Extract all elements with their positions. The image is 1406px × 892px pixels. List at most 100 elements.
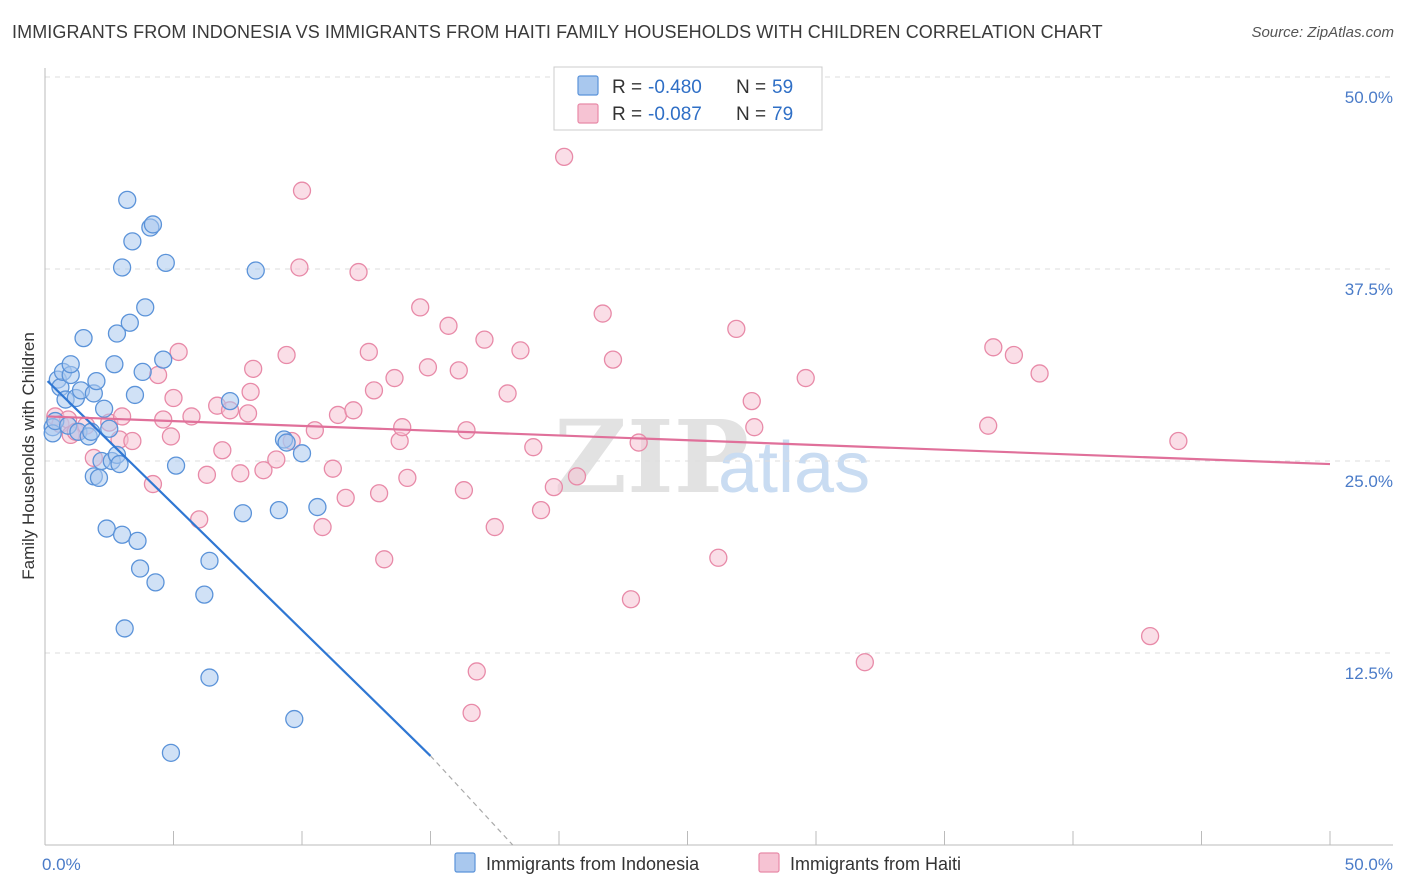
indonesia-point (97, 519, 116, 538)
haiti-point (164, 388, 183, 408)
indonesia-point (161, 743, 181, 762)
y-tick-label: 50.0% (1345, 88, 1393, 107)
haiti-point (979, 416, 998, 435)
haiti-point (344, 401, 363, 420)
haiti-point (1169, 431, 1188, 451)
haiti-point (531, 501, 551, 520)
indonesia-point (125, 385, 145, 405)
legend-n-value-indonesia: 59 (772, 77, 793, 98)
haiti-point (241, 382, 260, 402)
indonesia-point (100, 419, 119, 438)
indonesia-point (120, 313, 139, 332)
haiti-point (418, 358, 438, 377)
indonesia-point (166, 456, 186, 475)
indonesia-point (118, 190, 137, 210)
indonesia-point (112, 258, 132, 277)
haiti-point (449, 361, 468, 380)
haiti-point (375, 550, 394, 569)
haiti-point (454, 481, 474, 500)
haiti-point (385, 368, 404, 388)
indonesia-trend-extension (430, 755, 514, 846)
indonesia-point (87, 371, 106, 391)
haiti-point (313, 517, 332, 537)
indonesia-point (233, 504, 253, 523)
haiti-point (254, 461, 273, 480)
y-tick-label: 37.5% (1345, 280, 1393, 299)
trend-lines (46, 380, 1331, 846)
series-legend-label-haiti: Immigrants from Haiti (790, 854, 961, 874)
chart-title: IMMIGRANTS FROM INDONESIA VS IMMIGRANTS … (12, 22, 1103, 42)
indonesia-point (105, 355, 124, 374)
indonesia-point (94, 399, 114, 418)
axes (44, 68, 1393, 846)
haiti-point (277, 345, 296, 365)
haiti-point (603, 350, 623, 369)
indonesia-point (130, 559, 150, 578)
indonesia-trend-line (46, 380, 432, 757)
legend-n-label-haiti: N = (736, 104, 766, 125)
haiti-point (292, 181, 312, 200)
series-legend: Immigrants from Indonesia Immigrants fro… (454, 852, 961, 874)
indonesia-point (74, 328, 93, 348)
haiti-point (290, 258, 309, 277)
indonesia-point (146, 573, 165, 592)
series-indonesia-points (43, 190, 327, 762)
indonesia-point (89, 468, 109, 488)
haiti-point (169, 342, 188, 362)
haiti-point (1140, 626, 1160, 646)
indonesia-point (156, 253, 175, 273)
y-tick-label: 12.5% (1345, 664, 1393, 683)
indonesia-point (143, 215, 163, 234)
indonesia-point (110, 454, 129, 474)
indonesia-point (61, 355, 80, 374)
legend-r-label-indonesia: R = (612, 77, 642, 98)
haiti-point (213, 441, 232, 460)
haiti-point (161, 427, 181, 446)
haiti-point (238, 404, 258, 423)
indonesia-point (123, 232, 142, 251)
correlation-legend: R = -0.480 N = 59 R = -0.087 N = 79 (553, 66, 823, 131)
haiti-point (629, 433, 648, 452)
indonesia-point (82, 422, 101, 441)
legend-r-value-indonesia: -0.480 (648, 77, 702, 98)
haiti-point (742, 391, 761, 411)
haiti-point (567, 467, 587, 486)
legend-n-value-haiti: 79 (772, 104, 793, 125)
indonesia-point (200, 551, 219, 570)
chart-source: Source: ZipAtlas.com (1251, 24, 1394, 41)
haiti-point (796, 368, 815, 388)
indonesia-point (220, 391, 240, 411)
series-legend-swatch-haiti (758, 852, 780, 873)
indonesia-point (107, 324, 127, 343)
watermark-atlas: atlas (718, 428, 870, 508)
legend-box (553, 66, 823, 131)
haiti-point (524, 438, 543, 457)
y-tick-label: 25.0% (1345, 472, 1393, 491)
haiti-point (1004, 345, 1024, 365)
haiti-point (544, 477, 564, 497)
haiti-point (398, 468, 417, 488)
haiti-point (267, 450, 286, 469)
haiti-point (411, 298, 430, 317)
haiti-point (244, 359, 263, 378)
indonesia-point (133, 362, 152, 382)
series-legend-swatch-indonesia (454, 852, 476, 873)
haiti-point (475, 330, 494, 349)
haiti-point (112, 407, 132, 426)
haiti-point (148, 365, 168, 385)
indonesia-point (292, 444, 312, 463)
haiti-point (467, 662, 486, 681)
y-tick-labels: 12.5% 25.0% 37.5% 50.0% (1345, 88, 1393, 683)
haiti-trend-line (47, 415, 1331, 466)
haiti-point (462, 703, 481, 723)
haiti-point (359, 342, 378, 362)
haiti-point (305, 421, 325, 440)
haiti-point (554, 147, 574, 167)
haiti-point (593, 304, 612, 323)
haiti-point (197, 465, 217, 484)
indonesia-point (200, 668, 219, 687)
y-axis-title: Family Households with Children (19, 332, 38, 580)
watermark: ZIP atlas (554, 398, 870, 516)
haiti-point (364, 381, 384, 400)
haiti-point (439, 316, 458, 335)
